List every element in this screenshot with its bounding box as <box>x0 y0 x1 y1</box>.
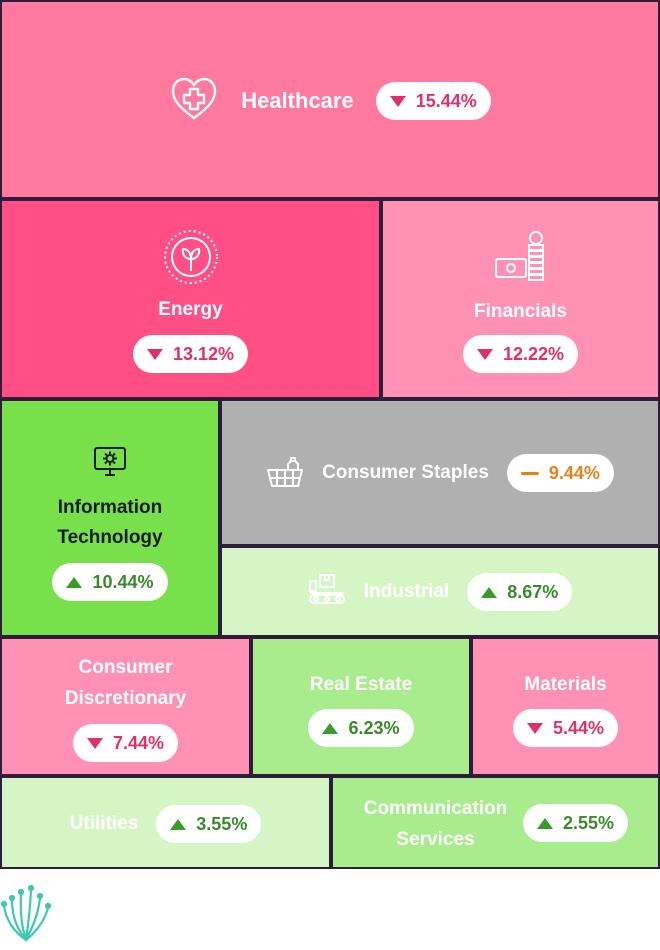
up-arrow-icon <box>322 722 339 734</box>
sector-label: Utilities <box>69 813 139 834</box>
change-badge: 2.55% <box>523 804 629 842</box>
change-badge: 7.44% <box>72 724 179 762</box>
up-arrow-icon <box>170 818 187 830</box>
flat-dash-icon <box>520 471 539 475</box>
money-coins-icon <box>493 229 549 290</box>
change-value: 2.55% <box>563 812 615 833</box>
tile-industrial: Industrial 8.67% <box>220 546 660 637</box>
tile-real-estate: Real Estate 6.23% <box>251 637 471 776</box>
tile-materials: Materials 5.44% <box>471 637 660 776</box>
sector-label: Financials <box>474 301 567 322</box>
change-value: 8.67% <box>507 581 559 602</box>
change-value: 9.44% <box>548 462 600 483</box>
tile-communication-services: Communication Services 2.55% <box>331 776 660 869</box>
tile-healthcare: Healthcare 15.44% <box>0 0 660 199</box>
down-arrow-icon <box>86 737 103 749</box>
sector-label-line-2: Technology <box>57 527 163 548</box>
tile-utilities: Utilities 3.55% <box>0 776 331 869</box>
change-badge: 13.12% <box>132 335 249 373</box>
shopping-basket-icon <box>266 452 304 495</box>
up-arrow-icon <box>481 586 498 598</box>
sector-label-line-1: Information <box>57 497 163 518</box>
sector-label: Industrial <box>363 581 450 602</box>
sector-label-line-2: Services <box>396 829 475 850</box>
up-arrow-icon <box>66 576 83 588</box>
sprout-icon <box>163 229 219 290</box>
change-value: 3.55% <box>196 813 248 834</box>
sector-label: Energy <box>158 299 223 320</box>
heart-medical-icon <box>169 74 219 129</box>
sector-label-line-1: Communication <box>363 798 508 819</box>
down-arrow-icon <box>146 348 163 360</box>
sector-label-line-1: Consumer <box>78 657 173 678</box>
sector-label-line-2: Discretionary <box>64 688 187 709</box>
change-value: 13.12% <box>172 343 235 364</box>
tile-energy: Energy 13.12% <box>0 199 381 399</box>
down-arrow-icon <box>526 722 543 734</box>
down-arrow-icon <box>389 95 406 107</box>
conveyor-icon <box>308 573 346 612</box>
change-badge: 15.44% <box>375 82 491 120</box>
change-value: 6.23% <box>348 717 400 738</box>
change-value: 12.22% <box>502 343 565 364</box>
change-badge: 12.22% <box>462 335 579 373</box>
change-badge: 3.55% <box>156 805 262 843</box>
change-badge: 6.23% <box>308 709 414 747</box>
sector-label: Healthcare <box>241 88 354 113</box>
brand-logo-icon <box>0 884 52 947</box>
change-badge: 8.67% <box>467 573 573 611</box>
sector-label: Consumer Staples <box>322 462 489 483</box>
down-arrow-icon <box>476 348 493 360</box>
footer-brand <box>0 880 660 950</box>
tile-information-technology: Information Technology 10.44% <box>0 399 220 637</box>
sector-label: Materials <box>524 674 607 695</box>
change-value: 7.44% <box>112 732 165 753</box>
sector-label: Real Estate <box>309 674 413 695</box>
change-value: 5.44% <box>552 717 605 738</box>
change-badge: 10.44% <box>52 563 168 601</box>
change-badge: 9.44% <box>506 454 614 492</box>
change-badge: 5.44% <box>512 709 619 747</box>
tile-financials: Financials 12.22% <box>381 199 660 399</box>
change-value: 15.44% <box>415 90 477 111</box>
up-arrow-icon <box>537 817 553 829</box>
tile-consumer-staples: Consumer Staples 9.44% <box>220 399 660 546</box>
change-value: 10.44% <box>92 571 154 592</box>
monitor-gear-icon <box>93 445 127 484</box>
tile-consumer-discretionary: Consumer Discretionary 7.44% <box>0 637 251 776</box>
